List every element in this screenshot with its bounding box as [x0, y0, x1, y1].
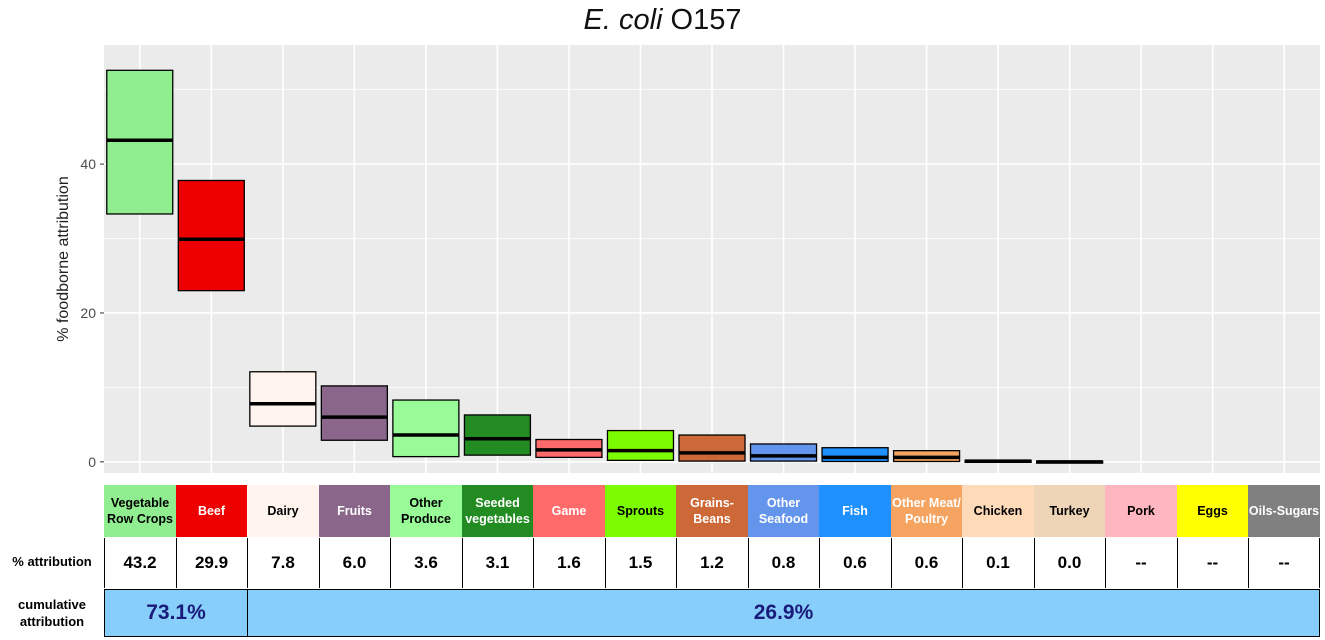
attribution-box [964, 459, 1032, 463]
y-tick-label: 20 [80, 305, 96, 321]
category-label: Dairy [247, 485, 319, 537]
chart-title-organism: E. coli [583, 4, 663, 36]
value-divider [247, 538, 248, 588]
value-divider [1105, 538, 1106, 588]
attribution-value: 0.6 [914, 553, 939, 572]
attribution-box [678, 434, 746, 462]
attribution-value: 1.5 [628, 553, 653, 572]
value-divider [1034, 538, 1035, 588]
attribution-boxes [106, 69, 1104, 464]
uncertainty-interval [821, 447, 889, 463]
grid-lines [104, 45, 1320, 473]
value-divider [962, 538, 963, 588]
chart-title-serotype: O157 [662, 4, 742, 36]
chart-title: E. coli O157 [0, 4, 1325, 37]
attribution-value: 0.0 [1057, 553, 1082, 572]
attribution-value: 1.6 [557, 553, 581, 572]
attribution-row-label: % attribution [12, 554, 92, 569]
attribution-value: 29.9 [194, 553, 229, 572]
y-tick-label: 0 [88, 454, 96, 470]
attribution-box [892, 450, 961, 463]
value-divider [1248, 538, 1249, 588]
attribution-box [606, 429, 675, 461]
value-divider [462, 538, 463, 588]
attribution-value: -- [1206, 553, 1219, 572]
attribution-box [320, 385, 389, 441]
cumulative-label-line1: cumulative [18, 597, 86, 612]
category-label: Vegetable Row Crops [104, 485, 176, 537]
attribution-box [392, 399, 460, 458]
category-label: Other Meat/ Poultry [891, 485, 962, 537]
uncertainty-interval [392, 399, 460, 458]
attribution-box [177, 179, 245, 292]
cumulative-box-top: 73.1% [104, 589, 248, 637]
attribution-box [535, 438, 603, 459]
uncertainty-interval [249, 371, 317, 427]
attribution-value: 7.8 [271, 553, 295, 572]
category-label: Chicken [962, 485, 1034, 537]
value-divider [176, 538, 177, 588]
attribution-box [749, 443, 818, 462]
attribution-box [249, 371, 317, 427]
category-label: Seeded vegetables [462, 485, 533, 537]
cumulative-row-label: cumulative attribution [0, 596, 104, 630]
attribution-value: 0.1 [986, 553, 1010, 572]
attribution-value: 43.2 [123, 553, 157, 572]
category-label: Oils-Sugars [1248, 485, 1320, 537]
y-tick-label: 40 [80, 156, 96, 172]
category-label: Other Seafood [748, 485, 819, 537]
uncertainty-interval [320, 385, 389, 441]
attribution-value: 3.1 [485, 553, 510, 572]
cumulative-box-rest: 26.9% [247, 589, 1320, 637]
value-divider [605, 538, 606, 588]
attribution-box [821, 447, 889, 463]
category-label: Fish [819, 485, 891, 537]
category-label: Turkey [1034, 485, 1105, 537]
uncertainty-interval [678, 434, 746, 462]
uncertainty-interval [463, 414, 532, 456]
attribution-value: 6.0 [342, 553, 367, 572]
value-divider [1319, 538, 1320, 588]
category-label: Pork [1105, 485, 1177, 537]
attribution-box [106, 69, 174, 215]
category-label: Fruits [319, 485, 390, 537]
value-divider [891, 538, 892, 588]
attribution-value: -- [1278, 553, 1290, 572]
value-divider [748, 538, 749, 588]
category-label: Sprouts [605, 485, 676, 537]
category-label: Game [533, 485, 605, 537]
category-label: Other Produce [390, 485, 462, 537]
uncertainty-interval [749, 443, 818, 462]
attribution-value: 3.6 [414, 553, 438, 572]
uncertainty-interval [177, 179, 245, 292]
value-divider [676, 538, 677, 588]
attribution-box [463, 414, 532, 456]
uncertainty-interval [106, 69, 174, 215]
cumulative-label-line2: attribution [19, 614, 85, 629]
category-label: Grains-Beans [676, 485, 748, 537]
value-divider [104, 538, 105, 588]
value-divider [819, 538, 820, 588]
category-label: Eggs [1177, 485, 1248, 537]
attribution-value: 1.2 [700, 553, 724, 572]
attribution-value: -- [1135, 553, 1147, 572]
value-divider [390, 538, 391, 588]
value-divider [319, 538, 320, 588]
y-axis: 0 20 40 [80, 156, 104, 470]
attribution-value: 0.6 [843, 553, 867, 572]
category-label: Beef [176, 485, 247, 537]
attribution-value: 0.8 [771, 553, 796, 572]
uncertainty-interval [606, 429, 675, 461]
attribution-box [1035, 460, 1104, 464]
value-divider [533, 538, 534, 588]
y-axis-label: % foodborne attribution [55, 176, 72, 341]
value-divider [1177, 538, 1178, 588]
